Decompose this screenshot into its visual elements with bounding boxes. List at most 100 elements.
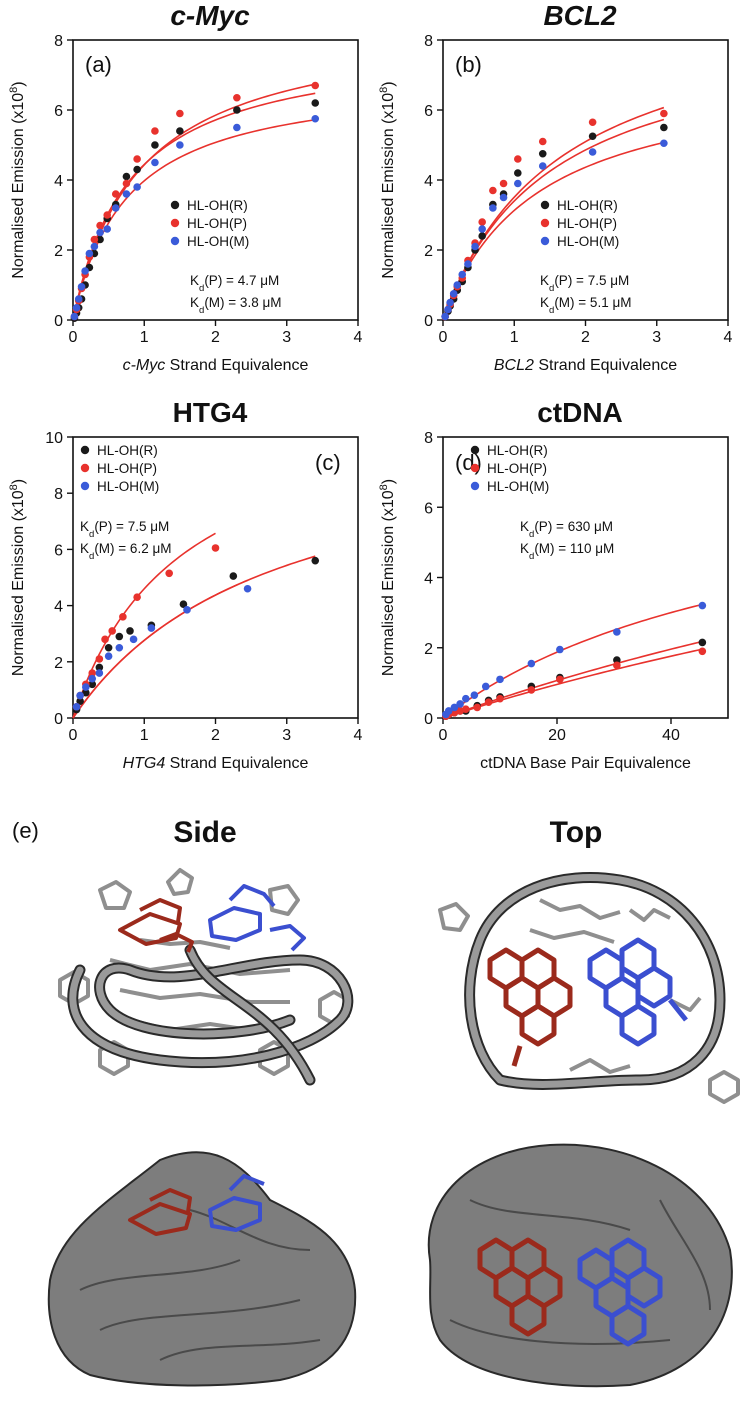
legend-marker [540, 236, 550, 246]
data-point [122, 172, 131, 181]
fit-curve [442, 141, 665, 321]
data-point [122, 190, 131, 198]
data-point [85, 249, 94, 258]
data-point [126, 627, 134, 635]
data-point [151, 127, 159, 135]
data-point [104, 643, 113, 652]
x-axis-label-italic: c-Myc [123, 357, 166, 374]
x-axis-label: ctDNA Base Pair Equivalence [480, 755, 691, 772]
data-point [129, 635, 138, 644]
side-view-title: Side [173, 816, 237, 849]
data-point [527, 659, 536, 668]
data-point [122, 179, 131, 188]
kd-rest: (P) = 7.5 μM [554, 273, 629, 288]
y-axis-label-close: ) [380, 479, 397, 484]
kd-sub: d [199, 283, 204, 294]
data-point [133, 155, 141, 163]
y-axis-label-close: ) [10, 81, 27, 86]
y-tick-label: 8 [54, 486, 63, 503]
data-point [147, 624, 156, 632]
data-point [88, 674, 97, 683]
side-cartoon-structure [58, 868, 354, 1086]
y-tick-label: 2 [54, 655, 63, 672]
data-point [514, 169, 522, 177]
chart-1: c-Myc (a) 0 1 2 3 4 0 2 4 6 8 c-Myc Strand Equivalen… [8, 0, 363, 374]
data-point [588, 148, 597, 156]
data-point [484, 698, 493, 706]
x-tick-label: 40 [662, 727, 680, 744]
y-axis-label: Normalised Emission (x108) [378, 81, 397, 278]
x-axis-label: c-Myc Strand Equivalence [123, 357, 309, 374]
legend-marker [170, 236, 180, 246]
data-point [698, 647, 707, 656]
data-point [233, 93, 241, 102]
data-point [470, 691, 479, 699]
data-point [496, 694, 504, 703]
data-point [698, 601, 707, 610]
plot-frame [442, 436, 729, 719]
data-point [119, 613, 127, 621]
legend-marker [470, 463, 480, 473]
data-point [115, 643, 124, 652]
legend-label: HL-OH(P) [187, 216, 247, 231]
y-tick-label: 0 [54, 711, 63, 728]
data-point [311, 99, 320, 107]
data-point [613, 656, 621, 664]
x-tick-label: 4 [354, 329, 363, 346]
kd-sub: d [89, 551, 94, 562]
kd-sub: d [529, 551, 534, 562]
x-axis-label: BCL2 Strand Equivalence [494, 357, 677, 374]
data-point [108, 627, 116, 635]
panel-e-label: (e) [12, 818, 39, 843]
y-tick-label: 0 [424, 313, 433, 330]
legend-label: HL-OH(P) [557, 216, 617, 231]
kd-annotation: Kd(M) = 5.1 μM [540, 295, 631, 316]
y-tick-label: 2 [424, 243, 433, 260]
data-point [478, 232, 486, 240]
y-tick-label: 8 [424, 33, 433, 50]
kd-annotation: Kd(P) = 4.7 μM [190, 273, 279, 294]
data-point [489, 204, 497, 212]
data-point [76, 691, 84, 700]
kd-main: K [520, 519, 529, 534]
y-tick-label: 6 [424, 103, 433, 120]
panel-label: (c) [315, 450, 341, 475]
data-point [556, 645, 564, 654]
chart-title: ctDNA [537, 397, 623, 428]
data-point [613, 628, 621, 636]
kd-rest: (M) = 5.1 μM [554, 295, 631, 310]
data-point [471, 242, 479, 251]
data-point [95, 655, 104, 663]
data-point [588, 132, 597, 141]
kd-annotation: Kd(P) = 7.5 μM [540, 273, 629, 294]
legend-label: HL-OH(M) [557, 234, 619, 249]
panel-label: (b) [455, 52, 482, 77]
legend-label: HL-OH(R) [557, 198, 618, 213]
x-tick-label: 2 [581, 329, 590, 346]
data-point [456, 700, 464, 708]
kd-main: K [520, 541, 529, 556]
data-point [88, 669, 97, 677]
data-point [133, 593, 141, 601]
kd-annotation: Kd(M) = 3.8 μM [190, 295, 281, 316]
kd-annotation: Kd(M) = 110 μM [520, 541, 614, 562]
y-axis-label-text: Normalised Emission (x10 [380, 93, 397, 279]
chart-4: ctDNA (d) 0 20 40 0 2 4 6 8 ctDNA Base Pair Equiva… [378, 397, 729, 772]
data-point [72, 303, 81, 312]
legend-marker [80, 463, 90, 473]
y-axis-label: Normalised Emission (x108) [8, 81, 27, 278]
data-point [456, 707, 464, 715]
data-point [478, 225, 486, 233]
data-point [233, 123, 241, 132]
data-point [81, 267, 89, 275]
data-point [176, 127, 184, 135]
x-tick-label: 20 [548, 727, 566, 744]
data-point [660, 123, 668, 132]
kd-annotation: Kd(P) = 7.5 μM [80, 519, 169, 540]
legend-marker [170, 218, 180, 228]
legend-label: HL-OH(M) [487, 479, 549, 494]
data-point [462, 705, 470, 714]
panel-label: (a) [85, 52, 112, 77]
legend-marker [540, 200, 550, 210]
data-point [514, 155, 522, 163]
